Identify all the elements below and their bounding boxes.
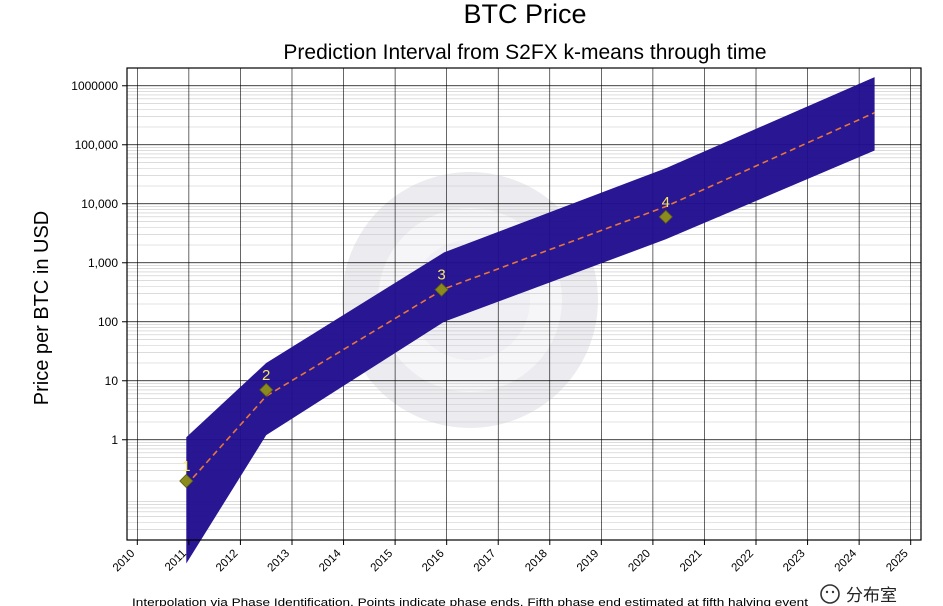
prediction-band (186, 77, 875, 564)
phase-marker (179, 473, 194, 489)
x-tick-label: 2016 (420, 548, 447, 575)
x-tick-label: 2022 (730, 548, 757, 575)
x-tick-label: 2023 (781, 548, 808, 575)
phase-marker (434, 282, 449, 297)
chart-title: BTC Price (463, 0, 586, 29)
x-tick-label: 2017 (472, 548, 499, 575)
y-tick-label: 1000000 (71, 79, 118, 93)
y-tick-label: 100,000 (75, 138, 119, 152)
watermark-text: 分布室 (846, 586, 897, 606)
y-tick-label: 1,000 (88, 256, 118, 270)
phase-label: 4 (662, 194, 670, 211)
x-tick-label: 2010 (111, 548, 138, 575)
y-tick-label: 10 (105, 374, 119, 388)
band-layer (186, 77, 875, 564)
x-tick-label: 2014 (317, 547, 344, 574)
y-tick-label: 100 (98, 315, 118, 329)
phase-label: 2 (262, 367, 270, 384)
plot-frame (126, 67, 922, 541)
phase-label: 3 (437, 267, 445, 284)
phase-marker (259, 382, 274, 397)
footnote: Interpolation via Phase Identification. … (132, 597, 808, 606)
phase-label: 1 (182, 458, 190, 475)
grid-layer (127, 67, 921, 541)
x-tick-label: 2011 (163, 548, 189, 574)
y-tick-label: 10,000 (81, 197, 118, 211)
phase-marker (658, 209, 673, 224)
x-tick-label: 2015 (369, 548, 396, 575)
x-tick-label: 2024 (833, 547, 860, 574)
median-line (185, 111, 875, 486)
wechat-watermark: 分布室 (820, 584, 897, 606)
points-layer: 1 2 3 4 (179, 194, 673, 489)
median-layer (185, 111, 875, 486)
y-axis-label: Price per BTC in USD (31, 211, 53, 406)
x-tick-label: 2025 (884, 548, 911, 575)
x-tick-label: 2020 (626, 548, 653, 575)
x-tick-label: 2021 (678, 548, 705, 575)
x-tick-label: 2019 (575, 548, 602, 575)
chart-subtitle: Prediction Interval from S2FX k-means th… (283, 41, 766, 64)
y-tick-label: 1 (111, 433, 118, 447)
x-tick-label: 2012 (214, 548, 241, 575)
x-tick-label: 2018 (523, 548, 550, 575)
x-tick-label: 2013 (266, 548, 293, 575)
wechat-icon (820, 584, 840, 604)
